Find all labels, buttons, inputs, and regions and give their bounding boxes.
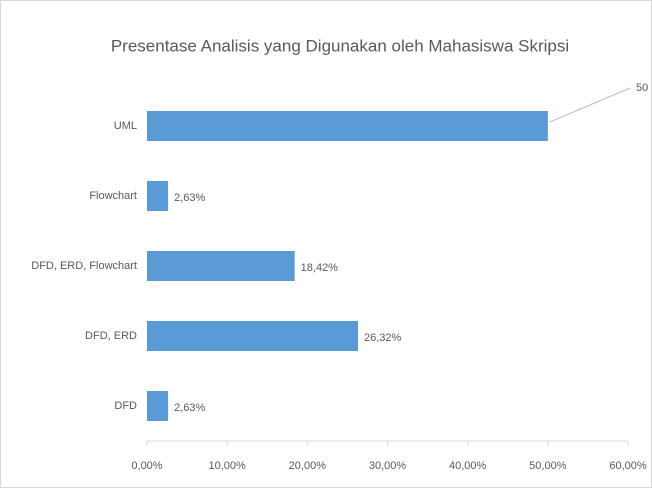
- bar: [147, 111, 548, 141]
- x-tick-label: 40,00%: [449, 460, 487, 472]
- leader-line: [549, 87, 631, 123]
- value-label: 26,32%: [364, 332, 402, 344]
- value-label: 50: [636, 82, 648, 94]
- value-label: 2,63%: [174, 192, 205, 204]
- value-label: 18,42%: [301, 262, 339, 274]
- x-tick-label: 0,00%: [131, 460, 162, 472]
- y-tick-label: DFD, ERD, Flowchart: [31, 260, 137, 272]
- x-tick-label: 30,00%: [369, 460, 407, 472]
- bar: [147, 391, 169, 421]
- bar: [147, 181, 169, 211]
- y-tick-label: Flowchart: [89, 190, 137, 202]
- bar: [147, 251, 295, 281]
- y-tick-label: UML: [114, 120, 137, 132]
- x-tick-label: 10,00%: [209, 460, 247, 472]
- y-tick-label: DFD: [114, 400, 137, 412]
- x-tick-label: 60,00%: [609, 460, 647, 472]
- x-tick-label: 20,00%: [289, 460, 327, 472]
- bar: [147, 321, 358, 351]
- y-tick-label: DFD, ERD: [85, 330, 137, 342]
- value-label: 2,63%: [174, 402, 205, 414]
- x-tick-label: 50,00%: [529, 460, 567, 472]
- chart-title: Presentase Analisis yang Digunakan oleh …: [111, 36, 569, 55]
